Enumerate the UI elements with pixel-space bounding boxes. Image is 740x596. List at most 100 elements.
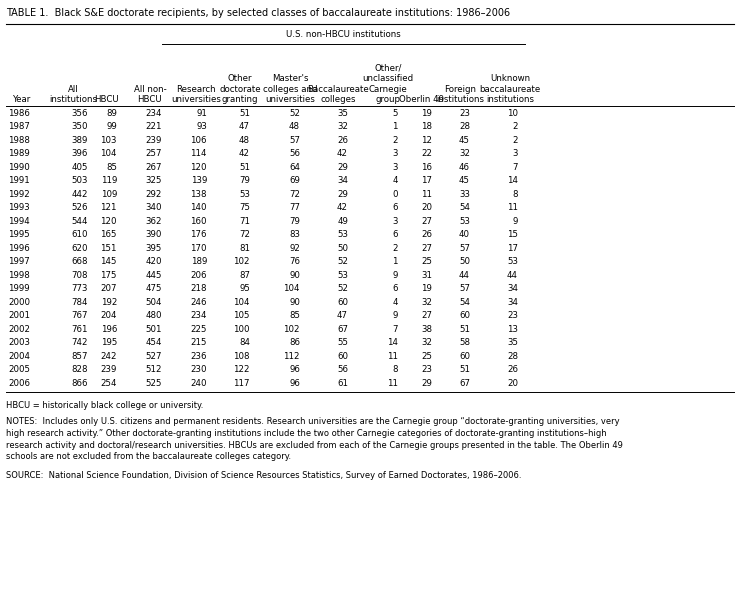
Text: 32: 32	[337, 122, 348, 132]
Text: 120: 120	[190, 163, 207, 172]
Text: 6: 6	[392, 284, 398, 293]
Text: 2: 2	[513, 136, 518, 145]
Text: 12: 12	[421, 136, 432, 145]
Text: 105: 105	[234, 312, 250, 321]
Text: 866: 866	[72, 379, 88, 388]
Text: 14: 14	[387, 339, 398, 347]
Text: 92: 92	[289, 244, 300, 253]
Text: 99: 99	[107, 122, 117, 132]
Text: 1999: 1999	[8, 284, 30, 293]
Text: 60: 60	[459, 312, 470, 321]
Text: 176: 176	[190, 231, 207, 240]
Text: 60: 60	[459, 352, 470, 361]
Text: 192: 192	[101, 298, 117, 307]
Text: 221: 221	[146, 122, 162, 132]
Text: 79: 79	[239, 176, 250, 185]
Text: 28: 28	[459, 122, 470, 132]
Text: HBCU: HBCU	[95, 95, 119, 104]
Text: 122: 122	[234, 365, 250, 374]
Text: 2: 2	[392, 136, 398, 145]
Text: 239: 239	[101, 365, 117, 374]
Text: 2000: 2000	[8, 298, 30, 307]
Text: 85: 85	[289, 312, 300, 321]
Text: 13: 13	[507, 325, 518, 334]
Text: 121: 121	[101, 203, 117, 212]
Text: 2006: 2006	[8, 379, 30, 388]
Text: 119: 119	[101, 176, 117, 185]
Text: 503: 503	[72, 176, 88, 185]
Text: 35: 35	[507, 339, 518, 347]
Text: 350: 350	[72, 122, 88, 132]
Text: 42: 42	[337, 150, 348, 159]
Text: 109: 109	[101, 190, 117, 199]
Text: 71: 71	[239, 217, 250, 226]
Text: 72: 72	[289, 190, 300, 199]
Text: 34: 34	[507, 284, 518, 293]
Text: 102: 102	[234, 257, 250, 266]
Text: 72: 72	[239, 231, 250, 240]
Text: 49: 49	[337, 217, 348, 226]
Text: 51: 51	[459, 325, 470, 334]
Text: 9: 9	[393, 312, 398, 321]
Text: 196: 196	[101, 325, 117, 334]
Text: 1991: 1991	[8, 176, 30, 185]
Text: Research
universities: Research universities	[171, 85, 221, 104]
Text: 27: 27	[421, 217, 432, 226]
Text: SOURCE:  National Science Foundation, Division of Science Resources Statistics, : SOURCE: National Science Foundation, Div…	[6, 471, 522, 480]
Text: 29: 29	[337, 163, 348, 172]
Text: 175: 175	[101, 271, 117, 280]
Text: 2: 2	[392, 244, 398, 253]
Text: 27: 27	[421, 244, 432, 253]
Text: 1996: 1996	[8, 244, 30, 253]
Text: 95: 95	[239, 284, 250, 293]
Text: 60: 60	[337, 352, 348, 361]
Text: 54: 54	[459, 203, 470, 212]
Text: Year: Year	[13, 95, 31, 104]
Text: 34: 34	[337, 176, 348, 185]
Text: 4: 4	[392, 176, 398, 185]
Text: 31: 31	[421, 271, 432, 280]
Text: 45: 45	[459, 176, 470, 185]
Text: 454: 454	[146, 339, 162, 347]
Text: 1989: 1989	[8, 150, 30, 159]
Text: 14: 14	[507, 176, 518, 185]
Text: 83: 83	[289, 231, 300, 240]
Text: 64: 64	[289, 163, 300, 172]
Text: 87: 87	[239, 271, 250, 280]
Text: 9: 9	[393, 271, 398, 280]
Text: 90: 90	[289, 298, 300, 307]
Text: 86: 86	[289, 339, 300, 347]
Text: 165: 165	[101, 231, 117, 240]
Text: 40: 40	[459, 231, 470, 240]
Text: 52: 52	[337, 284, 348, 293]
Text: 96: 96	[289, 365, 300, 374]
Text: 234: 234	[190, 312, 207, 321]
Text: 761: 761	[72, 325, 88, 334]
Text: 544: 544	[72, 217, 88, 226]
Text: 1986: 1986	[8, 109, 30, 118]
Text: 51: 51	[459, 365, 470, 374]
Text: 46: 46	[459, 163, 470, 172]
Text: 57: 57	[289, 136, 300, 145]
Text: 32: 32	[421, 339, 432, 347]
Text: 3: 3	[392, 163, 398, 172]
Text: 246: 246	[190, 298, 207, 307]
Text: 23: 23	[507, 312, 518, 321]
Text: Other/
unclassified
Carnegie
group: Other/ unclassified Carnegie group	[363, 64, 414, 104]
Text: 445: 445	[146, 271, 162, 280]
Text: 58: 58	[459, 339, 470, 347]
Text: 236: 236	[190, 352, 207, 361]
Text: 3: 3	[392, 150, 398, 159]
Text: 9: 9	[513, 217, 518, 226]
Text: 18: 18	[421, 122, 432, 132]
Text: 620: 620	[72, 244, 88, 253]
Text: 3: 3	[392, 217, 398, 226]
Text: 51: 51	[239, 163, 250, 172]
Text: 53: 53	[459, 217, 470, 226]
Text: 215: 215	[190, 339, 207, 347]
Text: 504: 504	[146, 298, 162, 307]
Text: 1997: 1997	[8, 257, 30, 266]
Text: 32: 32	[421, 298, 432, 307]
Text: 2002: 2002	[8, 325, 30, 334]
Text: 106: 106	[190, 136, 207, 145]
